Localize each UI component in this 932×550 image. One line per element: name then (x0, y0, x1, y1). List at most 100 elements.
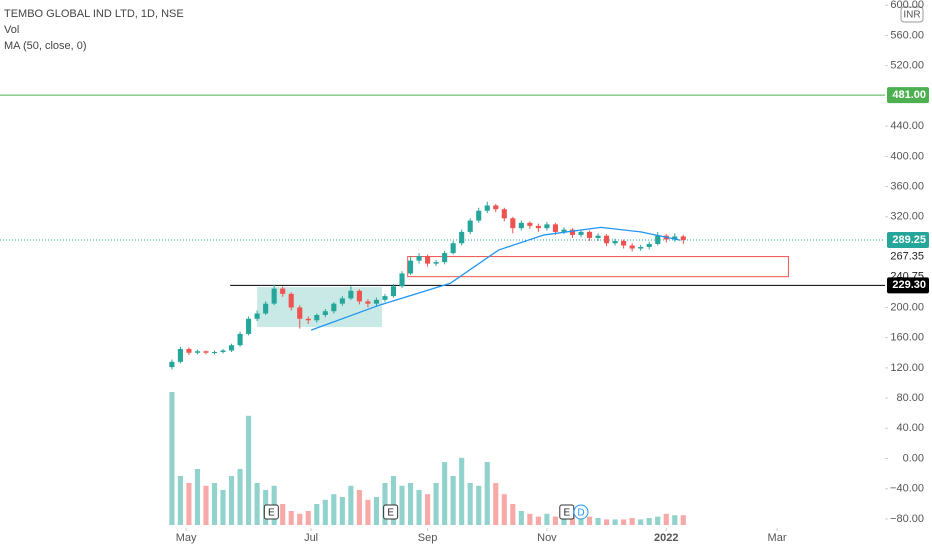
candle-body (407, 260, 414, 274)
volume-bar (425, 494, 431, 525)
ma-line (310, 226, 681, 331)
candle-body (493, 205, 499, 210)
currency-box (900, 6, 924, 23)
volume-bar (663, 513, 669, 525)
candle-body (263, 303, 269, 314)
volume-bar (382, 483, 388, 525)
candle-body (544, 224, 550, 229)
candle-body (638, 247, 644, 249)
y-tick-label: 520.00 (890, 60, 924, 72)
candle-body (373, 299, 380, 304)
volume-bar (518, 511, 524, 525)
candle-body (484, 205, 490, 211)
volume-bar (331, 494, 337, 525)
x-tick-label: Sep (418, 532, 438, 544)
volume-bar (467, 483, 473, 525)
volume-bar (672, 515, 678, 525)
volume-bar (246, 415, 252, 525)
volume-legend: Vol (4, 24, 19, 36)
y-tick-label: 160.00 (890, 332, 924, 344)
candle-body (365, 301, 371, 304)
candle-body (655, 235, 661, 244)
volume-bar (237, 469, 243, 525)
volume-bar (604, 519, 610, 525)
y-tick-label: 400.00 (890, 150, 924, 162)
candle-body (228, 345, 235, 351)
y-tick-label: −80.00 (890, 513, 924, 525)
volume-bar (220, 490, 226, 525)
volume-bar (552, 516, 558, 525)
volume-bar (510, 504, 516, 525)
candle-body (604, 235, 610, 244)
zone-label: 267.35 (890, 250, 924, 262)
volume-bar (416, 490, 422, 525)
candle-body (314, 315, 320, 321)
volume-bar (433, 483, 439, 525)
volume-bar (501, 494, 507, 525)
candle-body (535, 225, 541, 229)
volume-bar (305, 511, 311, 525)
volume-bar (228, 476, 235, 525)
volume-bar (280, 504, 286, 525)
volume-bar (476, 485, 482, 525)
candle-body (339, 298, 345, 304)
x-tick-label: Jul (304, 532, 318, 544)
candle-body (169, 361, 175, 368)
candle-body (271, 288, 277, 304)
volume-bar (288, 511, 294, 525)
candle-body (561, 229, 567, 232)
candle-body (476, 210, 482, 221)
volume-bar (544, 513, 550, 525)
chart-title: TEMBO GLOBAL IND LTD, 1D, NSE (4, 8, 184, 20)
volume-bar (442, 462, 448, 525)
x-tick-label: Mar (768, 532, 787, 544)
candle-body (246, 318, 252, 334)
candle-body (280, 288, 286, 294)
volume-bar (646, 518, 652, 525)
price-label-box (887, 87, 929, 104)
volume-bar (484, 462, 490, 525)
volume-bar (194, 469, 201, 525)
candle-body (621, 240, 627, 246)
volume-bar (561, 518, 567, 525)
candle-body (425, 256, 431, 264)
candle-body (672, 236, 678, 240)
volume-bar (314, 504, 320, 525)
candle-body (416, 256, 422, 261)
event-label: E (563, 508, 570, 519)
volume-bar (595, 518, 601, 525)
candle-body (527, 222, 533, 226)
volume-bar (339, 497, 345, 525)
event-marker (263, 504, 279, 520)
candle-body (186, 348, 192, 353)
candle-body (237, 333, 243, 346)
candle-body (331, 303, 337, 312)
volume-bar (348, 485, 354, 525)
event-label: E (387, 508, 394, 519)
candle-body (348, 290, 354, 299)
volume-bar (535, 516, 541, 525)
volume-bar (186, 483, 192, 525)
event-label: D (577, 508, 584, 519)
volume-bar (527, 513, 533, 525)
candle-body (569, 229, 576, 235)
candle-body (288, 293, 294, 308)
candle-body (254, 313, 260, 319)
volume-bar (373, 497, 380, 525)
volume-bar (459, 457, 465, 525)
candle-body (297, 307, 303, 319)
candle-body (322, 311, 328, 315)
volume-bar (356, 490, 362, 525)
volume-bar (254, 483, 260, 525)
candle-body (612, 240, 618, 244)
candle-body (578, 231, 584, 235)
volume-bar (211, 483, 218, 525)
volume-bar (586, 516, 593, 525)
volume-bar (169, 392, 175, 525)
price-label-box (887, 277, 929, 294)
y-tick-label: 440.00 (890, 120, 924, 132)
candle-body (177, 348, 183, 362)
candle-body (680, 236, 686, 241)
event-label: E (268, 508, 275, 519)
